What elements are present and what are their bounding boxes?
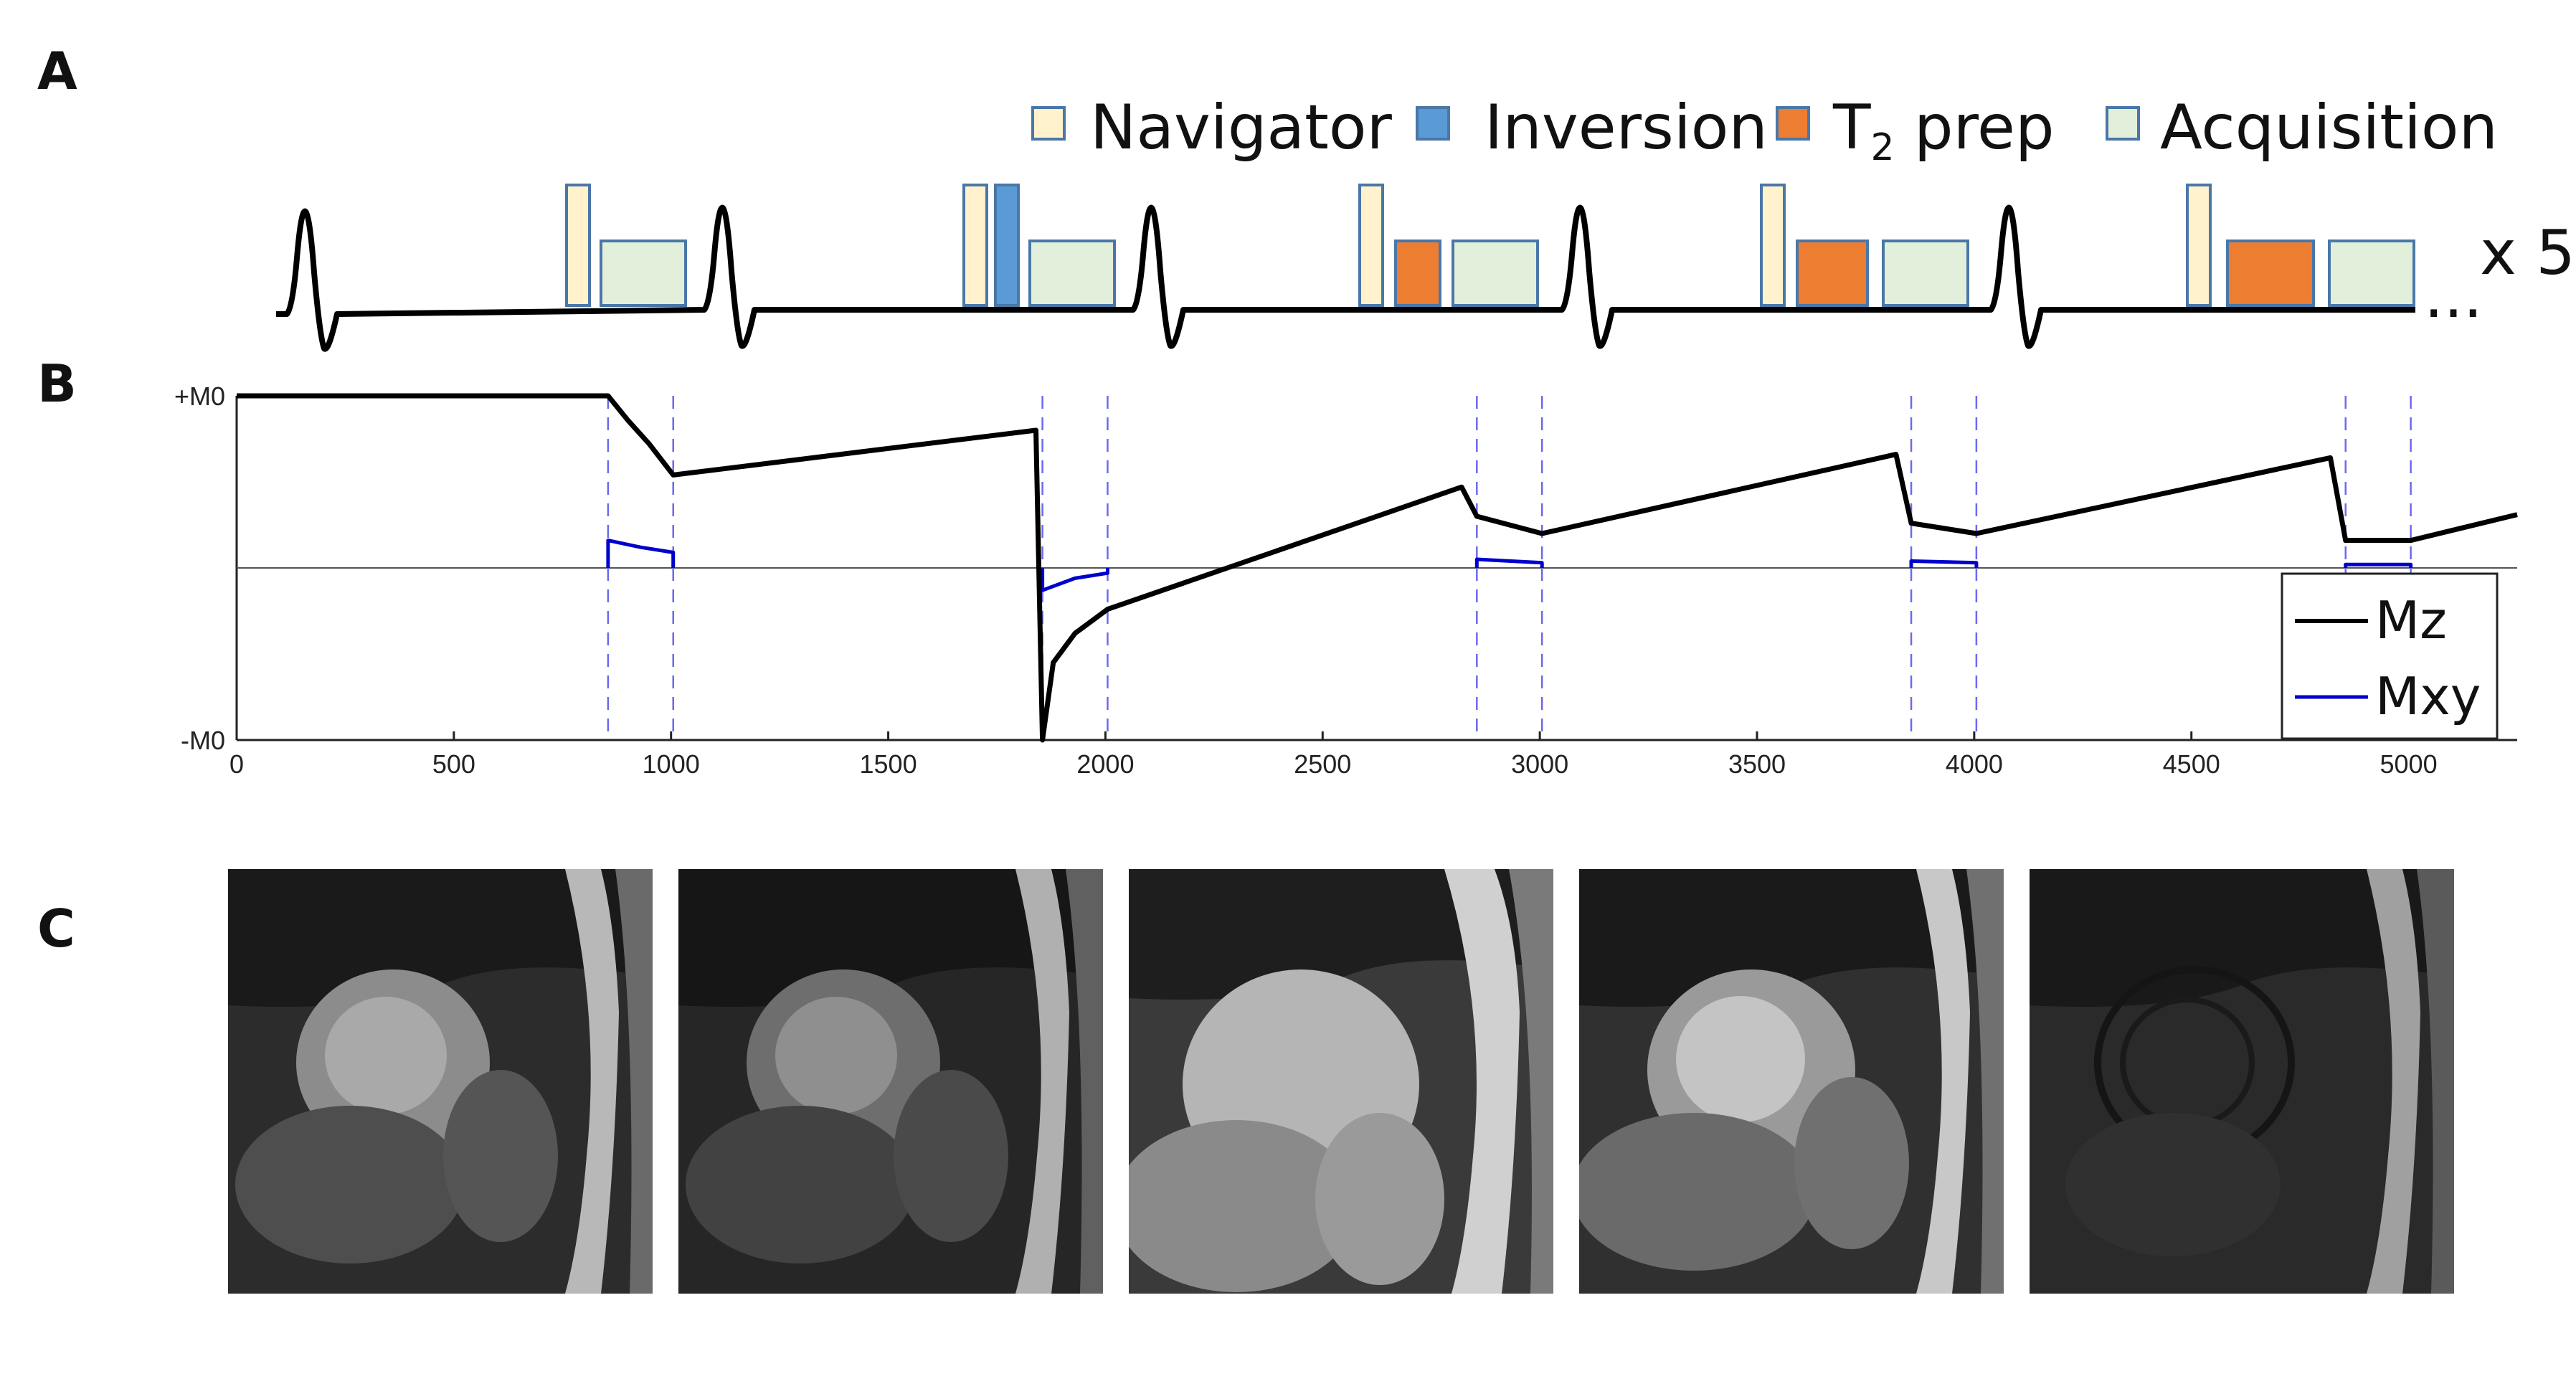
- inversion-swatch: [1416, 106, 1450, 141]
- series-mxy: [606, 539, 2413, 592]
- navigator-block: [962, 184, 988, 307]
- navigator-block: [1760, 184, 1786, 307]
- sequence-blocks: [565, 184, 2415, 307]
- panel-label-c: C: [37, 898, 75, 959]
- acquisition-block: [1882, 240, 1969, 307]
- x-tick-label: 5000: [2380, 749, 2438, 779]
- x-tick-label: 1000: [643, 749, 700, 779]
- series-mz-line: [237, 393, 2518, 743]
- x-tick-label: 2000: [1076, 749, 1134, 779]
- x-tick-label: 4500: [2163, 749, 2220, 779]
- legend-label-inversion: Inversion: [1484, 92, 1768, 163]
- t2prep-block: [1796, 240, 1869, 307]
- x-tick-label: 1500: [860, 749, 917, 779]
- acquisition-block: [1452, 240, 1539, 307]
- mri-image-3: [1129, 869, 1553, 1294]
- x-ticks: 0 500 1000 1500 2000 2500 3000 3500 4000 4500 5000: [229, 731, 2438, 779]
- t2prep-block: [1394, 240, 1441, 307]
- x-tick-label: 500: [432, 749, 475, 779]
- legend-label-t2prep: T2 prep: [1832, 92, 2055, 169]
- x-tick-label: 0: [229, 749, 244, 779]
- series-mz: [237, 393, 2518, 743]
- mxy-legend-label: Mxy: [2375, 666, 2481, 726]
- navigator-block: [565, 184, 591, 307]
- series-mxy-line: [1909, 559, 1979, 568]
- legend-item-navigator: Navigator: [1031, 92, 1392, 163]
- y-tick-label: +M0: [174, 381, 225, 411]
- repeat-label: x 5: [2480, 217, 2575, 289]
- series-mxy-line: [1041, 568, 1109, 592]
- ecg-trace: [276, 204, 2415, 352]
- acquisition-swatch: [2106, 106, 2140, 141]
- magnetization-plot: +M0 -M0 0 500 1000 1500 2000 2500 3000 3500 4000…: [174, 381, 2518, 779]
- legend-label-acquisition: Acquisition: [2160, 92, 2498, 163]
- x-tick-label: 3500: [1728, 749, 1786, 779]
- t2prep-block: [2226, 240, 2315, 307]
- legend-item-t2prep: T2 prep: [1776, 92, 2055, 169]
- plot-legend-box: [2281, 572, 2499, 740]
- navigator-block: [1358, 184, 1384, 307]
- legend-item-inversion: Inversion: [1416, 92, 1768, 163]
- x-tick-label: 3000: [1511, 749, 1568, 779]
- mri-image-4: [1579, 869, 2004, 1294]
- y-tick-label: -M0: [181, 726, 225, 755]
- series-mxy-line: [606, 539, 676, 568]
- panel-label-b: B: [37, 354, 77, 414]
- sequence-legend: Navigator Inversion T2 prep Acquisition: [1031, 92, 2498, 169]
- inversion-block: [994, 184, 1020, 307]
- mz-legend-label: Mz: [2375, 590, 2447, 650]
- acquisition-block: [600, 240, 687, 307]
- x-tick-label: 2500: [1294, 749, 1351, 779]
- panel-label-a: A: [37, 41, 77, 101]
- continuation-ellipsis: ...: [2424, 260, 2483, 332]
- legend-item-acquisition: Acquisition: [2106, 92, 2498, 163]
- mri-image-2: [678, 869, 1103, 1294]
- mri-image-5: [2030, 869, 2454, 1294]
- navigator-swatch: [1031, 106, 1066, 141]
- acquisition-block: [1028, 240, 1116, 307]
- series-mxy-line: [1474, 557, 1544, 568]
- t2prep-swatch: [1776, 106, 1810, 141]
- acquisition-block: [2328, 240, 2415, 307]
- x-tick-label: 4000: [1946, 749, 2003, 779]
- navigator-block: [2186, 184, 2212, 307]
- mri-image-1: [228, 869, 653, 1294]
- plot-legend: Mz Mxy: [2281, 572, 2499, 740]
- legend-label-navigator: Navigator: [1090, 92, 1392, 163]
- series-mxy-line: [2344, 562, 2413, 568]
